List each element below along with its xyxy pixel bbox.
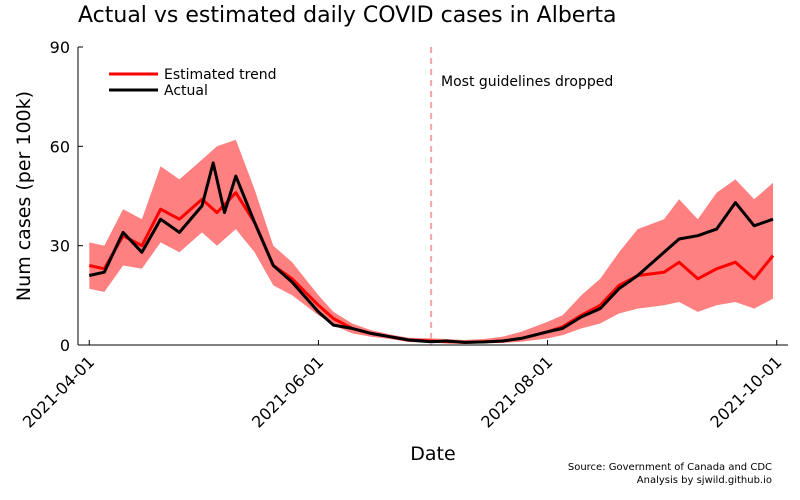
y-tick-label: 90 bbox=[50, 38, 70, 57]
x-tick-label: 2021-10-01 bbox=[706, 352, 785, 431]
y-tick-group: 0 30 60 90 bbox=[50, 38, 83, 355]
estimate-uncertainty-band bbox=[89, 139, 774, 344]
source-line: Source: Government of Canada and CDC bbox=[568, 462, 772, 473]
x-tick-label: 2021-04-01 bbox=[19, 352, 98, 431]
actual-line bbox=[88, 161, 774, 344]
estimate-band-layer bbox=[89, 139, 774, 344]
legend-label-estimated-trend: Estimated trend bbox=[164, 67, 277, 83]
plot-area bbox=[88, 47, 775, 345]
legend: Estimated trend Actual bbox=[109, 67, 277, 99]
y-tick-label: 30 bbox=[50, 237, 70, 256]
x-tick-label: 2021-08-01 bbox=[477, 352, 556, 431]
y-axis-label: Num cases (per 100k) bbox=[13, 91, 35, 301]
x-tick-label: 2021-06-01 bbox=[248, 352, 327, 431]
chart-title: Actual vs estimated daily COVID cases in… bbox=[78, 3, 617, 28]
analysis-credit-line: Analysis by sjwild.github.io bbox=[637, 475, 772, 486]
x-axis-label: Date bbox=[410, 443, 455, 465]
x-tick-group: 2021-04-01 2021-06-01 2021-08-01 2021-10-01 bbox=[19, 340, 786, 432]
y-tick-label: 60 bbox=[50, 137, 70, 156]
y-tick-label: 0 bbox=[60, 336, 70, 355]
series-line-layer bbox=[88, 161, 775, 344]
legend-label-actual: Actual bbox=[164, 83, 208, 99]
guideline-annotation: Most guidelines dropped bbox=[441, 74, 613, 90]
